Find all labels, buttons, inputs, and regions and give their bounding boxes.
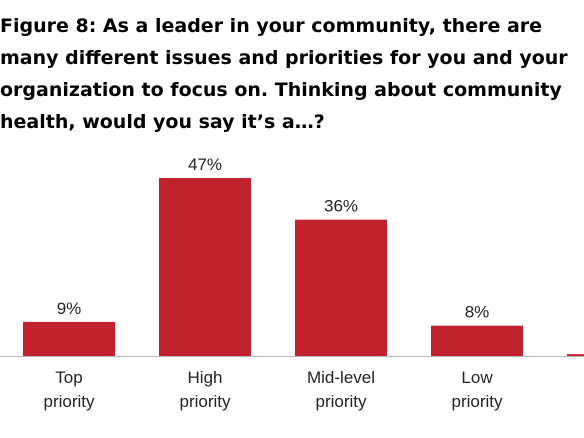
title-line-2: many different issues and priorities for… (0, 47, 568, 69)
title-line-3: organization to focus on. Thinking about… (0, 79, 562, 101)
category-label-2-line-2: priority (179, 392, 231, 411)
bar-value-label-3: 36% (324, 197, 358, 216)
category-label-1-line-1: Top (55, 368, 82, 387)
category-label-3-line-2: priority (315, 392, 367, 411)
category-label-4-line-1: Low (461, 368, 493, 387)
bar-1 (23, 321, 115, 356)
category-label-3-line-1: Mid-level (307, 368, 375, 387)
bar-3 (295, 219, 387, 356)
category-label-2-line-1: High (188, 368, 223, 387)
figure-title: Figure 8: As a leader in your community,… (0, 10, 584, 138)
value-labels-group: 9% 47% 36% 8% (57, 155, 490, 322)
title-line-4: health, would you say it’s a…? (0, 111, 325, 133)
category-label-1-line-2: priority (43, 392, 95, 411)
bars-group (23, 178, 584, 356)
category-labels-group: Top priority High priority Mid-level priority… (43, 368, 503, 411)
title-line-1: Figure 8: As a leader in your community,… (0, 15, 543, 37)
bar-value-label-4: 8% (465, 303, 490, 322)
category-label-4-line-2: priority (451, 392, 503, 411)
bar-5 (567, 354, 584, 356)
bar-value-label-1: 9% (57, 299, 82, 318)
bar-value-label-2: 47% (188, 155, 222, 174)
bar-2 (159, 178, 251, 356)
bar-4 (431, 325, 523, 356)
